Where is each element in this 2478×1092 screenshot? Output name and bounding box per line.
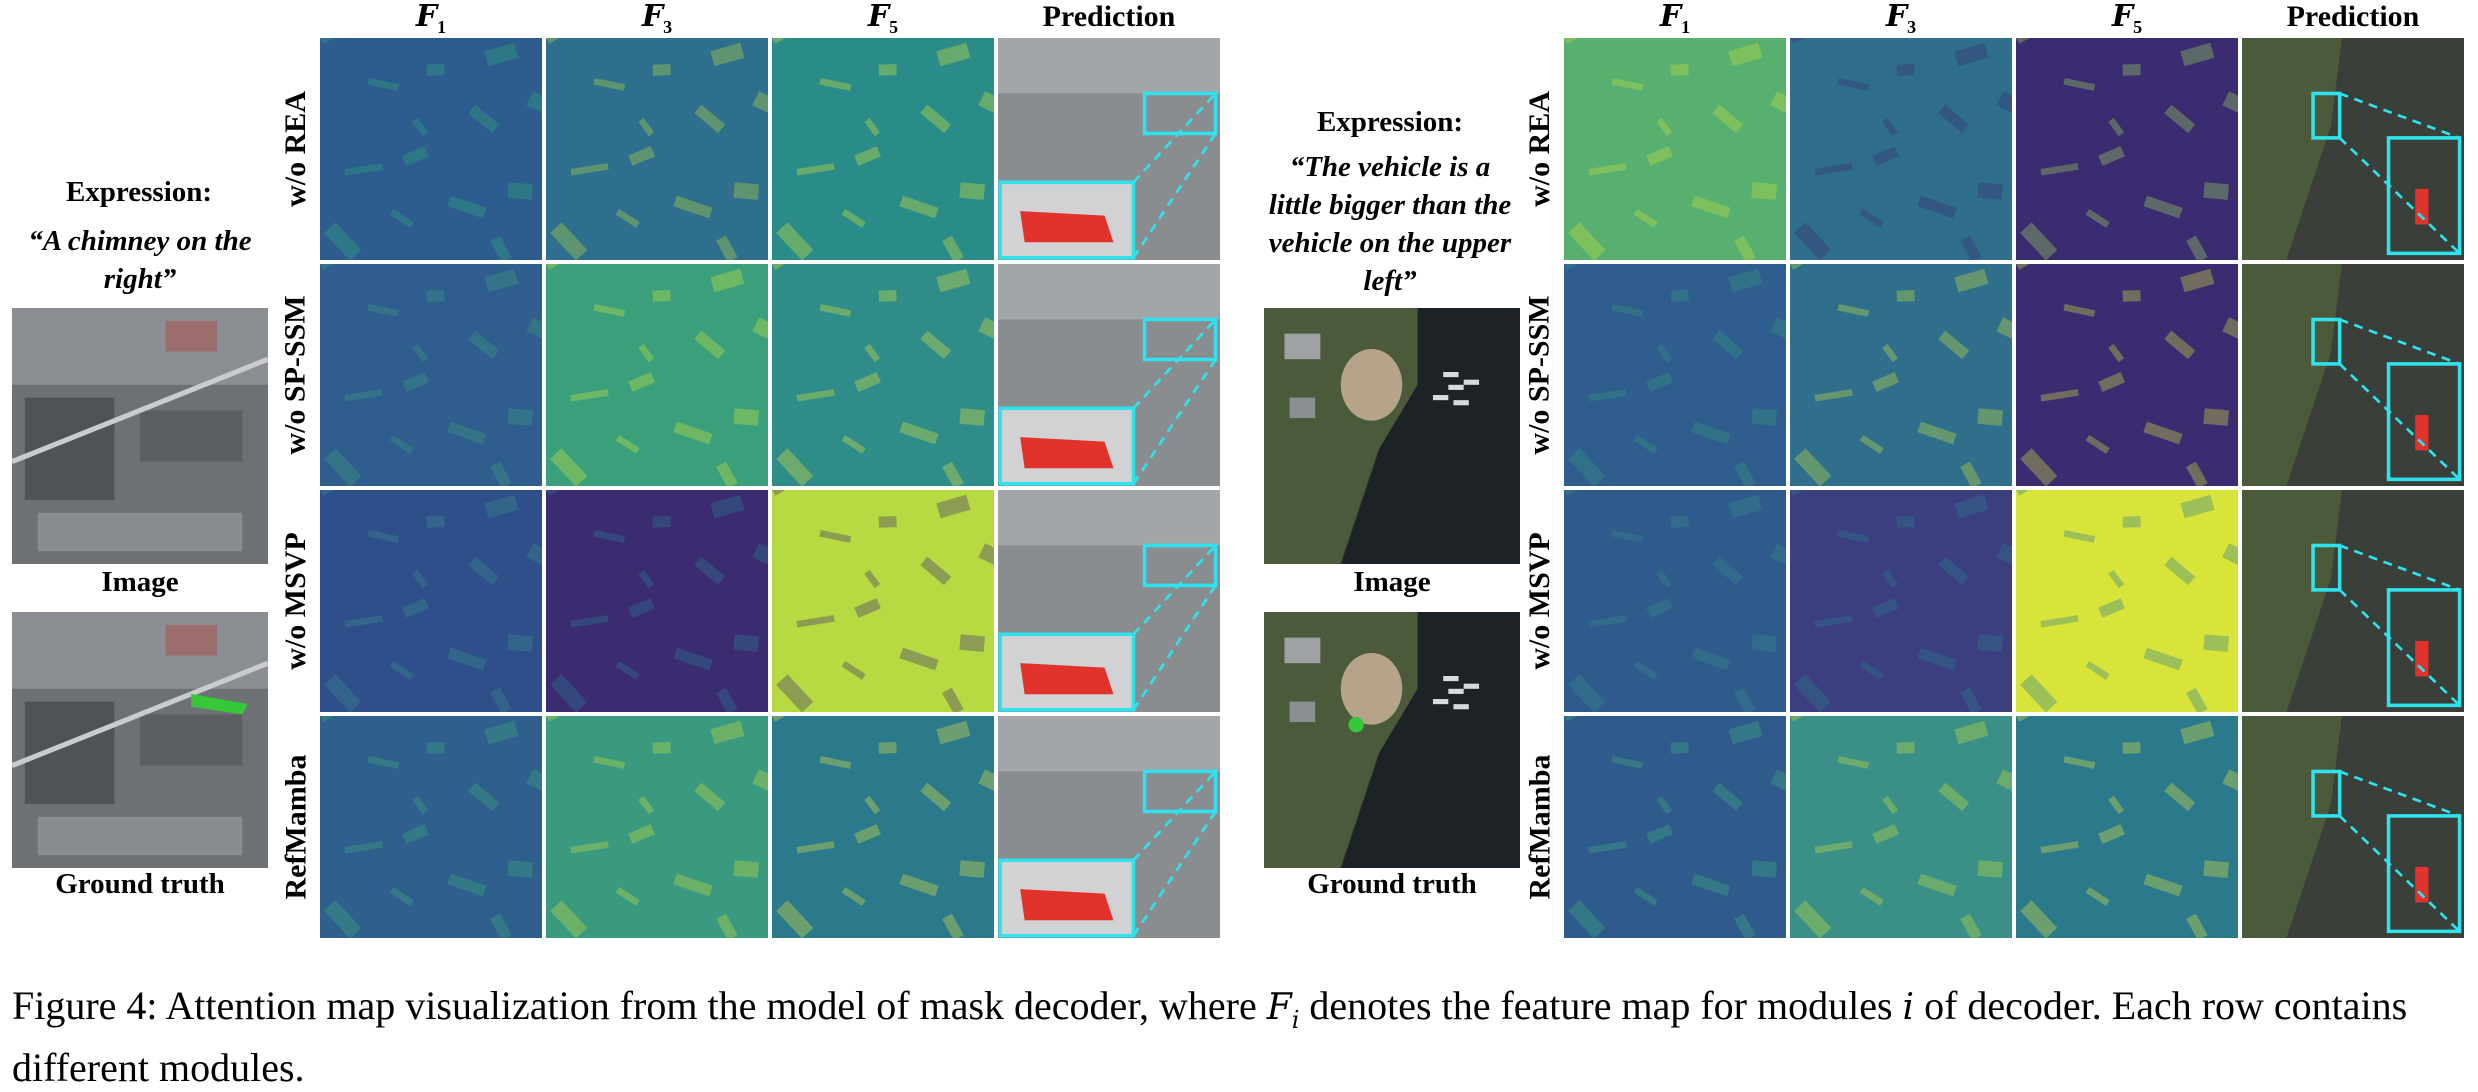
right-map-r1-c3	[2016, 38, 2238, 260]
right-prediction-r3	[2242, 490, 2464, 712]
right-row-label-refmamba: RefMamba	[1523, 754, 1556, 900]
right-prediction-r1	[2242, 38, 2464, 260]
left-map-r1-c1	[320, 38, 542, 260]
right-image-label: Image	[1353, 566, 1431, 598]
left-map-r1-c3	[772, 38, 994, 260]
right-row-label-wo-spssm: w/o SP-SSM	[1523, 295, 1556, 455]
right-map-r2-c3	[2016, 264, 2238, 486]
left-column-header-f1: F1	[415, 0, 447, 37]
right-expression-text: “The vehicle is a little bigger than the…	[1268, 151, 1512, 297]
right-source-image	[1264, 308, 1520, 564]
right-map-r1-c2	[1790, 38, 2012, 260]
left-prediction-r1	[998, 38, 1220, 260]
left-row-label-wo-spssm: w/o SP-SSM	[279, 295, 312, 455]
right-row-label-wo-msvp: w/o MSVP	[1523, 532, 1556, 670]
right-prediction-r2	[2242, 264, 2464, 486]
right-ground-truth-label: Ground truth	[1307, 868, 1477, 900]
left-row-label-wo-msvp: w/o MSVP	[279, 532, 312, 670]
left-column-header-prediction: Prediction	[1042, 0, 1176, 33]
right-column-header-f1: F1	[1659, 0, 1691, 37]
left-ground-truth-label: Ground truth	[55, 868, 225, 900]
left-ground-truth-image	[12, 612, 268, 868]
figure-caption: Figure 4: Attention map visualization fr…	[12, 983, 2408, 1090]
right-map-r3-c2	[1790, 490, 2012, 712]
left-row-label-wo-rea: w/o REA	[279, 91, 312, 207]
right-map-r3-c3	[2016, 490, 2238, 712]
right-map-r4-c2	[1790, 716, 2012, 938]
left-expression-title: Expression:	[65, 176, 213, 208]
right-map-r1-c1	[1564, 38, 1786, 260]
left-map-r4-c1	[320, 716, 542, 938]
right-ground-truth-image	[1264, 612, 1520, 868]
left-map-r4-c2	[546, 716, 768, 938]
right-map-r4-c1	[1564, 716, 1786, 938]
right-row-label-wo-rea: w/o REA	[1523, 91, 1556, 207]
left-map-r2-c1	[320, 264, 542, 486]
left-expression-text: “A chimney on the right”	[28, 225, 252, 295]
right-column-header-prediction: Prediction	[2286, 0, 2420, 33]
left-map-r4-c3	[772, 716, 994, 938]
right-map-r4-c3	[2016, 716, 2238, 938]
left-prediction-r2	[998, 264, 1220, 486]
right-column-header-f5: F5	[2111, 0, 2143, 37]
left-column-header-f5: F5	[867, 0, 899, 37]
right-map-r2-c2	[1790, 264, 2012, 486]
right-column-header-f3: F3	[1885, 0, 1917, 37]
left-map-r3-c1	[320, 490, 542, 712]
right-prediction-r4	[2242, 716, 2464, 938]
left-row-label-refmamba: RefMamba	[279, 754, 312, 900]
left-map-r1-c2	[546, 38, 768, 260]
right-map-r2-c1	[1564, 264, 1786, 486]
left-column-header-f3: F3	[641, 0, 673, 37]
left-map-r3-c3	[772, 490, 994, 712]
right-map-r3-c1	[1564, 490, 1786, 712]
left-prediction-r4	[998, 716, 1220, 938]
left-image-label: Image	[101, 566, 179, 598]
left-map-r2-c2	[546, 264, 768, 486]
left-prediction-r3	[998, 490, 1220, 712]
right-expression-title: Expression:	[1316, 106, 1464, 138]
left-map-r2-c3	[772, 264, 994, 486]
left-map-r3-c2	[546, 490, 768, 712]
left-source-image	[12, 308, 268, 564]
